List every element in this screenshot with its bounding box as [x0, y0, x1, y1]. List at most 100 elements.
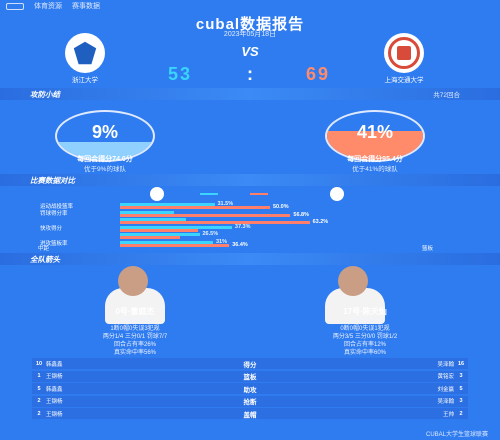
comparison-away-bar: [120, 221, 310, 224]
home-rank-text: 优于9%的球队: [84, 166, 126, 173]
home-player-line4: 回合占有率26%: [113, 342, 156, 348]
legend-home-line: [200, 193, 218, 195]
home-player-line5: 真实命中率56%: [113, 350, 156, 356]
away-number: 2: [459, 410, 463, 417]
home-player-avatar: [90, 266, 180, 324]
comparison-home-value: 26.5%: [202, 231, 219, 237]
home-player-line2: 1断0帽0失误3犯规: [110, 326, 160, 332]
away-efficiency-gauge: 41%: [325, 110, 425, 162]
away-leader-name: 吴泽翰: [437, 361, 454, 368]
comparison-home-bar: [120, 210, 174, 214]
legend-home-logo-icon: [150, 187, 164, 201]
compare-note-left: 中距: [38, 246, 50, 252]
away-number: 3: [459, 373, 463, 379]
comparison-away-value: 50.0%: [273, 204, 289, 210]
home-leader-name: 王钢杨: [46, 374, 63, 380]
section-attack-title: 攻防小结: [30, 89, 60, 99]
leader-row: 1 王钢杨 篮板 黄铭宏 3: [32, 370, 468, 382]
comparison-row-label: 进攻篮板率: [40, 241, 68, 247]
away-leader-name: 黄铭宏: [437, 374, 454, 380]
comparison-home-bar: [120, 240, 213, 244]
leader-category: 篮板: [243, 374, 257, 381]
possessions-count: 共72回合: [433, 92, 460, 99]
home-number: 2: [37, 410, 41, 417]
leader-row: 5 韩鑫鑫 助攻 刘金赢 5: [32, 383, 468, 394]
comparison-home-value: 37.3%: [234, 223, 251, 230]
leader-category: 抢断: [243, 399, 257, 406]
home-player-name: 0号·曹庭杰: [115, 307, 155, 316]
away-player-line3: 两分3/5 三分0/0 罚球1/2: [332, 334, 398, 340]
away-gauge-fill: [327, 130, 423, 160]
comparison-away-bar: [120, 213, 291, 217]
leader-category: 得分: [243, 361, 257, 369]
comparison-home-value: 31%: [216, 238, 228, 245]
leader-category: 盖帽: [243, 411, 257, 419]
away-efficiency-pct: 41%: [356, 122, 394, 142]
home-number: 1: [37, 373, 41, 379]
away-number: 16: [457, 360, 465, 367]
away-player-avatar: [310, 266, 400, 324]
home-points-per-possession: 每回合得分74.0分: [77, 156, 133, 163]
compare-note-right: 篮板: [422, 246, 434, 252]
away-team-name: 上海交通大学: [384, 77, 424, 84]
home-number: 10: [35, 360, 43, 367]
section-leaders-title: 全队箭头: [30, 254, 60, 264]
away-player-line5: 真实命中率60%: [343, 350, 386, 356]
section-compare-header: 比赛数据对比: [0, 174, 500, 186]
away-leader-name: 吴泽翰: [437, 399, 454, 405]
leader-row: 10 韩鑫鑫 得分 吴泽翰 16: [32, 358, 468, 369]
comparison-away-value: 63.2%: [312, 219, 329, 225]
comparison-home-bar: [120, 233, 200, 236]
comparison-away-bar: [120, 206, 270, 209]
section-leaders-header: 全队箭头: [0, 253, 500, 265]
home-number: 2: [37, 398, 41, 404]
away-player-name: 17号·陈天灿: [343, 307, 387, 316]
away-player-line1: 7分3篮板1助: [347, 318, 382, 324]
comparison-away-value: 36.4%: [232, 241, 248, 248]
score-separator: :: [247, 64, 253, 84]
away-player-line4: 回合占有率12%: [343, 342, 386, 348]
away-number: 5: [459, 385, 463, 392]
away-leader-name: 王帅: [442, 411, 454, 418]
leader-row: 2 王钢杨 抢断 吴泽翰 3: [32, 395, 468, 407]
home-team-logo-icon: [65, 33, 105, 73]
nav-label[interactable]: 赛事数据: [72, 3, 100, 10]
comparison-away-bar: [120, 228, 198, 232]
home-leader-name: 王钢杨: [46, 399, 63, 405]
home-number: 5: [37, 385, 41, 392]
home-player-line3: 两分1/4 三分0/1 罚球7/7: [102, 334, 168, 340]
footer-brand: CUBAL大学生篮球联赛: [425, 432, 488, 438]
away-player-line2: 0断0帽0失误1犯规: [340, 326, 390, 332]
comparison-home-value: 31.5%: [217, 201, 234, 207]
comparison-home-bar: [120, 203, 215, 206]
comparison-row-label: 快攻得分: [40, 226, 63, 232]
match-date: 2023年05月18日: [223, 31, 277, 38]
section-compare-title: 比赛数据对比: [30, 175, 75, 185]
comparison-away-bar: [120, 243, 230, 247]
home-team-name: 浙江大学: [72, 77, 98, 84]
home-leader-name: 韩鑫鑫: [46, 361, 63, 368]
home-leader-name: 王钢杨: [46, 411, 63, 418]
home-efficiency-pct: 9%: [91, 122, 118, 142]
away-leader-name: 刘金赢: [437, 386, 454, 393]
home-player-line1: 9分3篮板3助: [117, 318, 152, 324]
comparison-home-bar: [120, 218, 186, 221]
legend-away-line: [250, 193, 268, 195]
away-team-logo-icon: [384, 33, 424, 73]
home-score: 53: [168, 64, 193, 84]
home-leader-name: 韩鑫鑫: [46, 386, 63, 393]
leader-row: 2 王钢杨 盖帽 王帅 2: [32, 408, 468, 419]
comparison-away-value: 56.8%: [293, 211, 309, 218]
leader-category: 助攻: [243, 386, 257, 394]
section-attack-header: 攻防小结 共72回合: [0, 88, 500, 100]
brand-label: 体育资源: [34, 3, 62, 10]
page-title: cubal数据报告: [195, 16, 305, 33]
legend-away-logo-icon: [330, 187, 344, 201]
top-bar: 体育资源 赛事数据: [0, 0, 500, 12]
away-number: 3: [459, 398, 463, 404]
away-score: 69: [306, 64, 331, 84]
comparison-home-bar: [120, 225, 232, 229]
away-points-per-possession: 每回合得分95.4分: [347, 156, 403, 163]
versus-label: VS: [241, 44, 259, 59]
away-rank-text: 优于41%的球队: [352, 166, 398, 173]
